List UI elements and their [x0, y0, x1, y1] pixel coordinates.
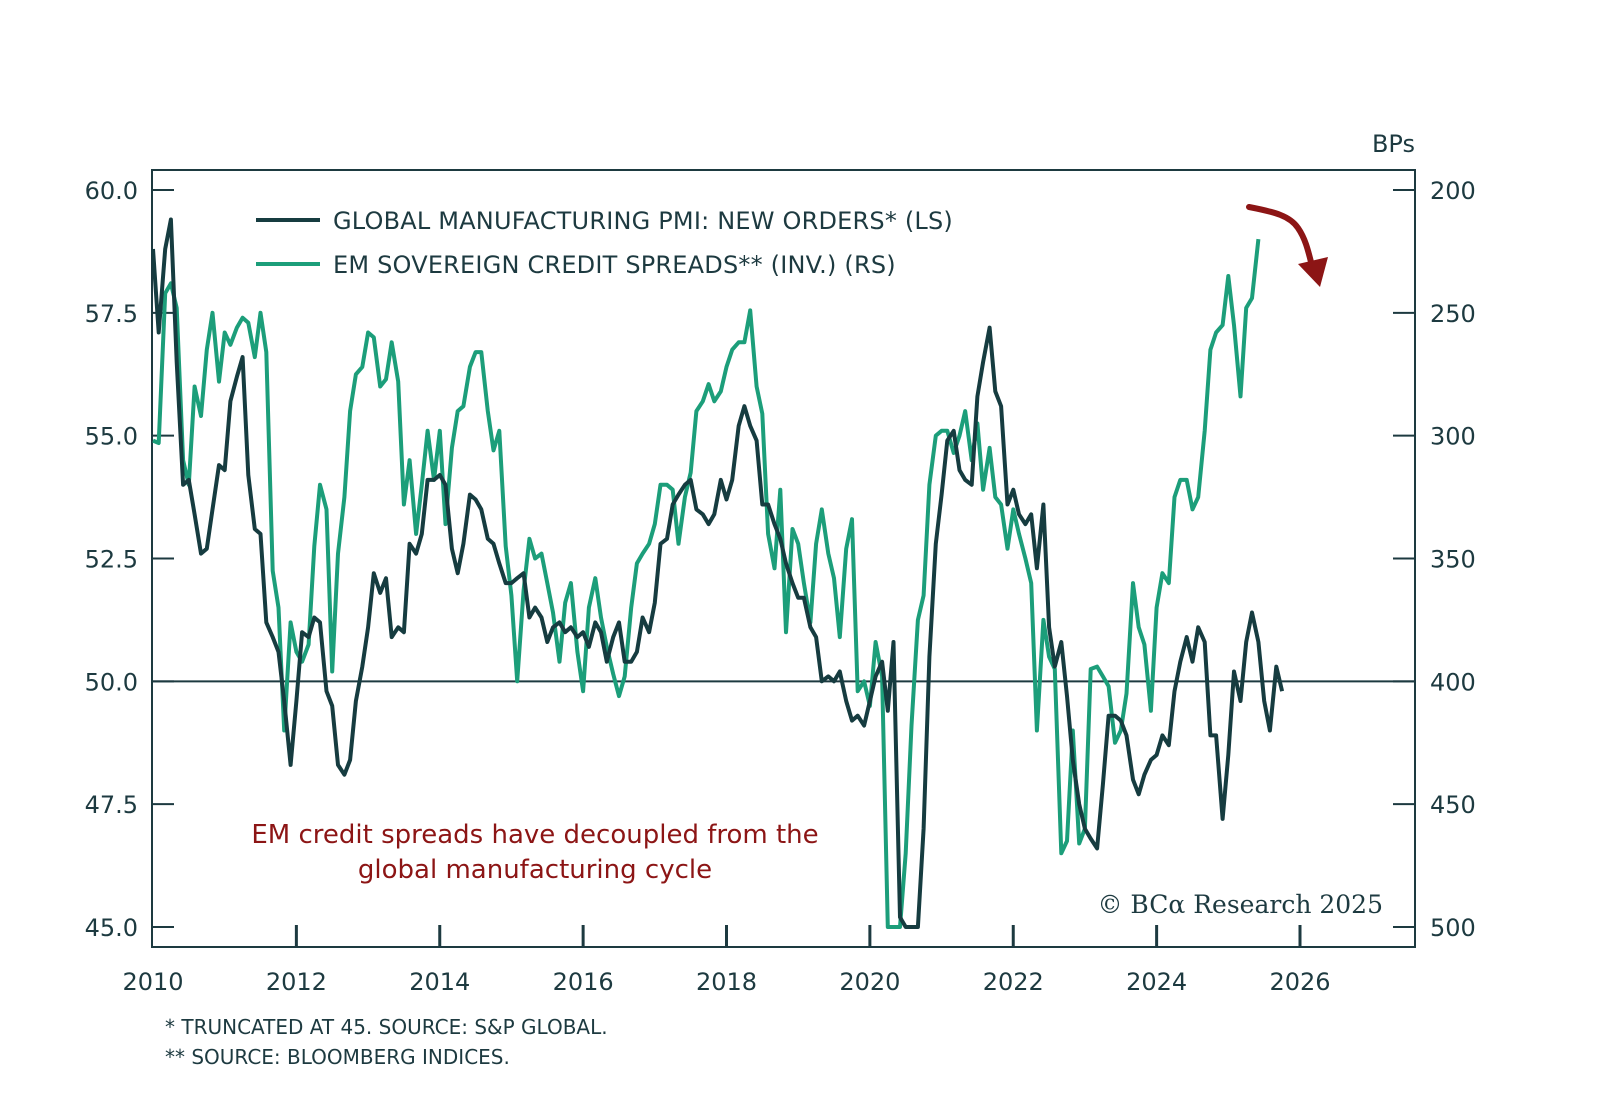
trend-arrow-icon — [1246, 204, 1328, 287]
right-axis-tick-label: 500 — [1430, 914, 1476, 942]
right-axis-tick-label: 400 — [1430, 668, 1476, 696]
x-axis-tick-label: 2020 — [839, 968, 900, 996]
x-axis-tick-label: 2026 — [1269, 968, 1330, 996]
right-axis-tick-label: 250 — [1430, 300, 1476, 328]
left-axis-tick-label: 45.0 — [85, 914, 138, 942]
left-axis-tick-label: 60.0 — [85, 177, 138, 205]
footnote-2: ** SOURCE: BLOOMBERG INDICES. — [165, 1045, 510, 1069]
copyright-label: © BCα Research 2025 — [1097, 890, 1383, 919]
annotation-line-2: global manufacturing cycle — [358, 855, 712, 885]
left-axis-tick-label: 55.0 — [85, 423, 138, 451]
left-axis-tick-label: 47.5 — [85, 791, 138, 819]
annotation-line-1: EM credit spreads have decoupled from th… — [251, 820, 818, 850]
footnote-1: * TRUNCATED AT 45. SOURCE: S&P GLOBAL. — [165, 1015, 608, 1039]
left-axis-tick-label: 50.0 — [85, 668, 138, 696]
left-axis-tick-label: 52.5 — [85, 546, 138, 574]
right-axis: 200 250 300 350 400 450 500 — [1393, 177, 1476, 942]
x-axis-tick-label: 2016 — [553, 968, 614, 996]
series-line-pmi — [151, 217, 1285, 929]
x-axis-tick-label: 2014 — [409, 968, 470, 996]
x-axis-tick-label: 2022 — [983, 968, 1044, 996]
legend-label-spreads: EM SOVEREIGN CREDIT SPREADS** (INV.) (RS… — [333, 251, 896, 279]
right-axis-tick-label: 200 — [1430, 177, 1476, 205]
x-axis-tick-label: 2024 — [1126, 968, 1187, 996]
left-axis-tick-label: 57.5 — [85, 300, 138, 328]
series-line-em-spreads — [152, 238, 1261, 929]
right-axis-tick-label: 350 — [1430, 546, 1476, 574]
left-axis: 60.0 57.5 55.0 52.5 50.0 47.5 45.0 — [85, 177, 174, 942]
legend-label-pmi: GLOBAL MANUFACTURING PMI: NEW ORDERS* (L… — [333, 207, 953, 235]
x-axis-tick-label: 2012 — [266, 968, 327, 996]
x-axis-tick-label: 2018 — [696, 968, 757, 996]
right-axis-tick-label: 450 — [1430, 791, 1476, 819]
x-axis: 2010 2012 2014 2016 2018 2020 2022 2024 2026 — [122, 925, 1331, 996]
legend: GLOBAL MANUFACTURING PMI: NEW ORDERS* (L… — [256, 207, 953, 279]
right-axis-unit: BPs — [1372, 130, 1415, 158]
x-axis-tick-label: 2010 — [122, 968, 183, 996]
right-axis-tick-label: 300 — [1430, 423, 1476, 451]
